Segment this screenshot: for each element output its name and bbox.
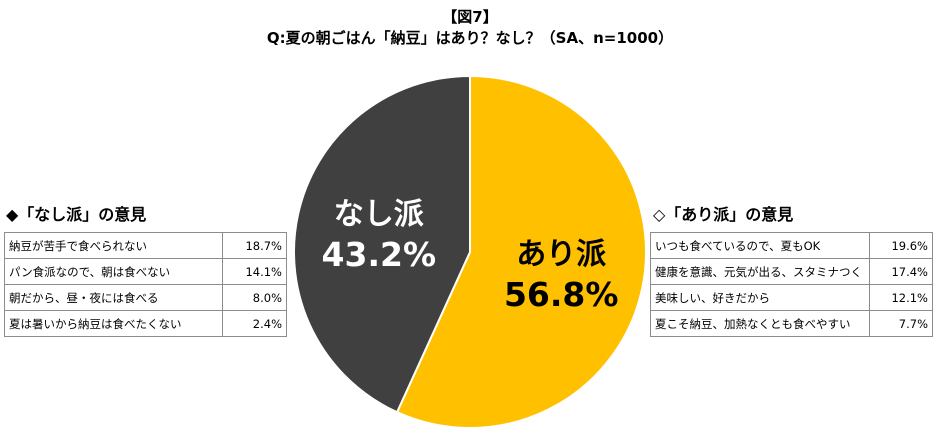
percent-cell: 17.4% [868,258,934,285]
percent-cell: 19.6% [868,232,934,259]
pie-slice-1 [293,74,471,414]
nashi-opinions-heading: ◆「なし派」の意見 [6,205,147,224]
reason-cell: 朝だから、昼・夜には食べる [3,284,224,311]
pie-slice-0 [395,74,647,429]
table-row: 納豆が苦手で食べられない 18.7% [3,232,287,259]
table-row: 美味しい、好きだから 12.1% [650,284,934,311]
reason-cell: 美味しい、好きだから [650,284,870,311]
ari-opinions-table: いつも食べているので、夏もOK 19.6% 健康を意識、元気が出る、スタミナつく… [650,232,934,337]
table-row: いつも食べているので、夏もOK 19.6% [650,232,934,259]
reason-cell: 夏は暑いから納豆は食べたくない [3,310,224,337]
reason-cell: いつも食べているので、夏もOK [650,232,870,259]
slice-name-label: あり派 [516,237,606,272]
percent-cell: 7.7% [868,310,934,337]
ari-opinions-heading: ◇「あり派」の意見 [653,205,794,224]
figure-label: 【図7】 [442,8,498,26]
table-row: 夏こそ納豆、加熱なくとも食べやすい 7.7% [650,310,934,337]
reason-cell: パン食派なので、朝は食べない [3,258,224,285]
reason-cell: 納豆が苦手で食べられない [3,232,224,259]
table-row: 夏は暑いから納豆は食べたくない 2.4% [3,310,287,337]
percent-cell: 2.4% [222,310,287,337]
table-row: 健康を意識、元気が出る、スタミナつく 17.4% [650,258,934,285]
slice-value-label: 43.2% [322,235,437,274]
slice-name-label: なし派 [334,197,424,232]
table-row: 朝だから、昼・夜には食べる 8.0% [3,284,287,311]
slice-value-label: 56.8% [504,275,619,314]
nashi-opinions-table: 納豆が苦手で食べられない 18.7% パン食派なので、朝は食べない 14.1% … [3,232,287,337]
percent-cell: 12.1% [868,284,934,311]
reason-cell: 健康を意識、元気が出る、スタミナつく [650,258,870,285]
table-row: パン食派なので、朝は食べない 14.1% [3,258,287,285]
chart-title: Q:夏の朝ごはん「納豆」はあり？なし？（SA、n=1000） [266,29,674,47]
percent-cell: 14.1% [222,258,287,285]
percent-cell: 8.0% [222,284,287,311]
reason-cell: 夏こそ納豆、加熱なくとも食べやすい [650,310,870,337]
percent-cell: 18.7% [222,232,287,259]
